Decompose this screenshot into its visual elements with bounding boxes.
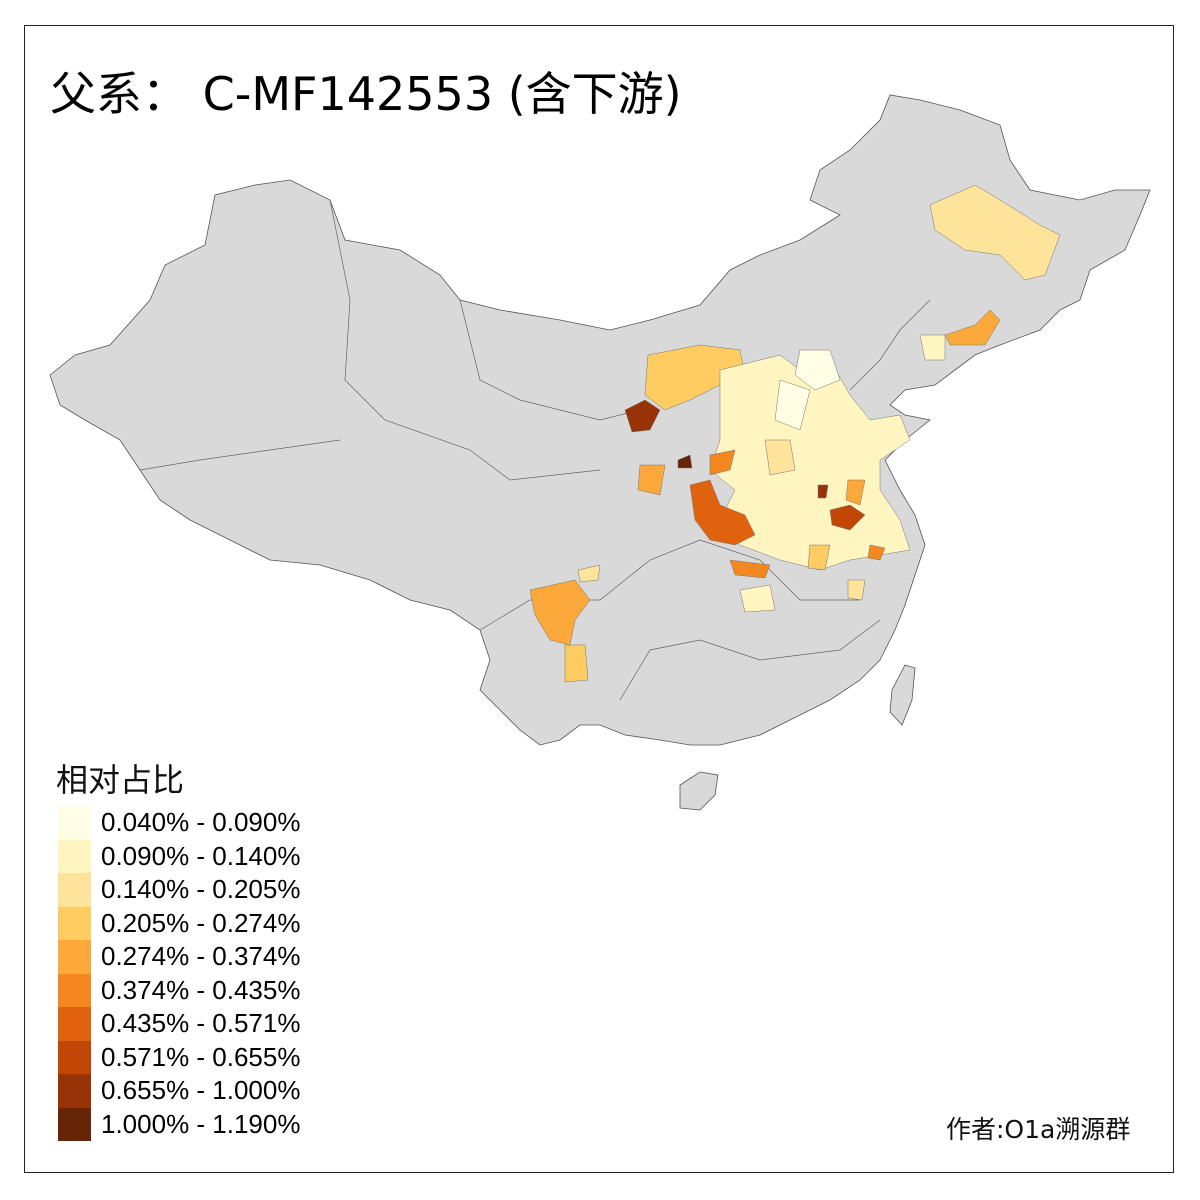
colored-regions [529, 184, 1061, 683]
legend-item: 0.435% - 0.571% [58, 1007, 300, 1041]
prefecture-region [564, 644, 589, 683]
prefecture-region [689, 479, 756, 546]
legend-swatch [58, 1040, 91, 1074]
legend-label: 0.655% - 1.000% [101, 1075, 301, 1106]
prefecture-region [867, 544, 886, 561]
legend-title: 相对占比 [56, 761, 185, 799]
prefecture-region [774, 379, 811, 431]
prefecture-region [929, 184, 1061, 281]
prefecture-region [624, 399, 661, 433]
legend-swatch [58, 1007, 91, 1041]
legend-item: 0.090% - 0.140% [58, 839, 301, 873]
prefecture-region [847, 579, 866, 601]
prefecture-region [637, 464, 666, 496]
legend-item: 0.274% - 0.374% [58, 940, 300, 974]
legend-item: 0.040% - 0.090% [58, 806, 300, 840]
legend-swatch [58, 839, 91, 873]
legend-swatch [58, 873, 91, 907]
legend-label: 0.040% - 0.090% [101, 807, 301, 838]
prefecture-region [529, 579, 591, 646]
hainan-island [679, 771, 719, 811]
legend-item: 0.140% - 0.205% [58, 873, 300, 907]
legend-item: 0.655% - 1.000% [58, 1074, 300, 1108]
legend-swatch [58, 806, 91, 840]
legend-label: 0.274% - 0.374% [101, 941, 301, 972]
legend-swatch [58, 906, 91, 940]
map-title: 父系： C-MF142553 (含下游) [50, 67, 682, 121]
prefecture-region [709, 449, 736, 476]
province-borders [139, 199, 931, 701]
legend-swatch [58, 1074, 91, 1108]
prefecture-region [817, 484, 829, 499]
legend-label: 0.435% - 0.571% [101, 1008, 301, 1039]
legend-label: 1.000% - 1.190% [101, 1108, 301, 1139]
legend-swatch [58, 1107, 91, 1141]
legend-item: 0.374% - 0.435% [58, 973, 301, 1007]
prefecture-region [677, 454, 693, 469]
prefecture-region [577, 564, 601, 583]
prefecture-region [807, 544, 831, 571]
legend-label: 0.571% - 0.655% [101, 1041, 301, 1072]
prefecture-region [845, 479, 866, 506]
prefecture-region [764, 439, 796, 476]
legend-label: 0.205% - 0.274% [101, 907, 301, 938]
legend-item: 0.205% - 0.274% [58, 906, 301, 940]
prefecture-region [919, 334, 946, 361]
taiwan-island [889, 664, 916, 726]
legend-swatch [58, 973, 91, 1007]
legend-item: 0.571% - 0.655% [58, 1040, 301, 1074]
prefecture-region [794, 349, 841, 391]
china-base-map [49, 94, 1151, 811]
legend-label: 0.140% - 0.205% [101, 874, 301, 905]
prefecture-region [829, 504, 866, 531]
prefecture-region [729, 559, 771, 579]
legend-swatch [58, 940, 91, 974]
legend-label: 0.374% - 0.435% [101, 974, 301, 1005]
legend-label: 0.090% - 0.140% [101, 840, 301, 871]
map-frame [24, 25, 1174, 1173]
prefecture-region [944, 309, 1001, 346]
legend-item: 1.000% - 1.190% [58, 1107, 301, 1141]
author-credit: 作者:O1a溯源群 [946, 1115, 1131, 1144]
prefecture-region [739, 584, 776, 613]
